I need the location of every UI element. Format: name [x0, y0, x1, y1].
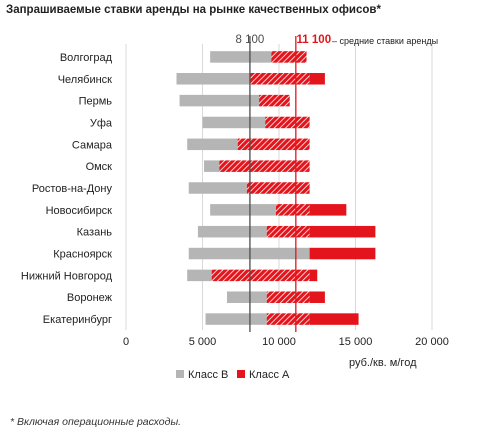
legend-label-class-a: Класс А	[249, 369, 290, 381]
category-label: Новосибирск	[46, 205, 113, 217]
legend: Класс В Класс А	[176, 369, 290, 381]
category-label: Омск	[86, 161, 113, 173]
bar-class-a	[309, 247, 376, 260]
bar-class-b	[188, 247, 310, 260]
bar-class-a-hatched	[275, 204, 310, 216]
chart-title: Запрашиваемые ставки аренды на рынке кач…	[6, 4, 381, 16]
bar-class-a	[309, 269, 318, 282]
ref-caption: – средние ставки аренды	[332, 36, 438, 46]
unit-label: руб./кв. м/год	[349, 357, 417, 369]
x-tick-label: 5 000	[189, 336, 217, 348]
x-tick-label: 10 000	[262, 336, 296, 348]
bar-class-b	[188, 182, 247, 194]
category-label: Самара	[72, 139, 113, 151]
category-label: Екатеринбург	[43, 314, 112, 326]
legend-swatch-class-b	[176, 370, 184, 378]
bar-class-b	[187, 138, 238, 151]
bar-class-b	[210, 51, 272, 63]
bar-class-a-hatched	[266, 291, 310, 303]
category-label: Казань	[77, 227, 113, 239]
x-tick-label: 0	[123, 336, 129, 348]
footnote: * Включая операционные расходы.	[10, 416, 182, 428]
category-label: Ростов-на-Дону	[32, 183, 113, 195]
bar-class-a-hatched	[219, 160, 310, 172]
bar-class-a-hatched	[237, 138, 310, 151]
category-label: Волгоград	[60, 52, 113, 64]
bar-class-b	[187, 269, 212, 282]
bar-class-a-hatched	[266, 313, 310, 325]
category-label: Уфа	[90, 117, 113, 129]
x-tick-labels: 0 5 000 10 000 15 000 20 000	[123, 336, 449, 348]
category-label: Красноярск	[53, 249, 112, 261]
category-label: Пермь	[79, 96, 113, 108]
bar-class-b	[202, 116, 266, 129]
bar-class-a-hatched	[249, 73, 310, 85]
bar-class-b	[179, 94, 260, 107]
bar-class-a	[309, 313, 359, 325]
bar-class-a-hatched	[259, 94, 290, 107]
bar-class-a	[309, 204, 347, 216]
category-label: Воронеж	[67, 292, 113, 304]
bar-class-b	[204, 160, 220, 172]
bar-class-a	[309, 225, 376, 238]
category-labels: Волгоград Челябинск Пермь Уфа Самара Омск Рост…	[21, 52, 113, 326]
category-label: Челябинск	[58, 74, 112, 86]
legend-label-class-b: Класс В	[188, 369, 228, 381]
bar-class-a-hatched	[271, 51, 307, 63]
bar-class-b	[197, 225, 267, 238]
bar-class-b	[210, 204, 276, 216]
bar-class-a-hatched	[246, 182, 310, 194]
reference-label: 11 100	[297, 34, 332, 46]
bar-class-b	[226, 291, 267, 303]
bar-class-a	[309, 73, 325, 85]
reference-label: 8 100	[236, 34, 265, 46]
bar-class-b	[205, 313, 267, 325]
x-tick-label: 15 000	[339, 336, 373, 348]
reference-lines: 8 100 11 100	[236, 34, 332, 332]
category-label: Нижний Новгород	[21, 270, 113, 282]
bar-class-a-hatched	[266, 225, 310, 238]
bar-class-a	[309, 291, 325, 303]
bar-class-a-hatched	[265, 116, 310, 129]
bar-class-a-hatched	[211, 269, 310, 282]
bars	[176, 51, 376, 325]
legend-swatch-class-a	[237, 370, 245, 378]
x-tick-label: 20 000	[415, 336, 449, 348]
bar-class-b	[176, 73, 250, 85]
